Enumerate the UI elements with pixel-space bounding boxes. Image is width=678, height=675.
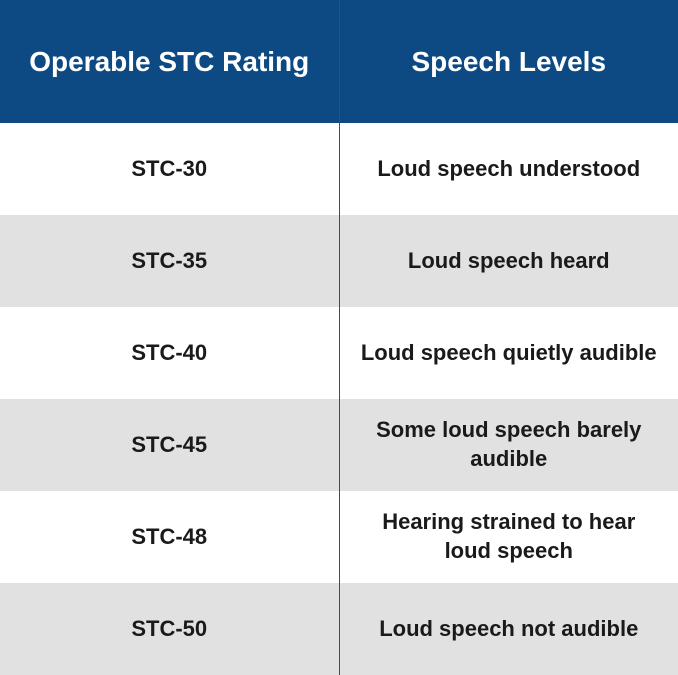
- cell-rating: STC-30: [0, 123, 340, 215]
- cell-rating: STC-48: [0, 491, 340, 583]
- header-rating: Operable STC Rating: [0, 0, 340, 123]
- header-level: Speech Levels: [340, 0, 678, 123]
- table-row: STC-48 Hearing strained to hear loud spe…: [0, 491, 678, 583]
- table-row: STC-35 Loud speech heard: [0, 215, 678, 307]
- table-row: STC-45 Some loud speech barely audible: [0, 399, 678, 491]
- table-header-row: Operable STC Rating Speech Levels: [0, 0, 678, 123]
- cell-level: Loud speech not audible: [340, 583, 678, 675]
- table-row: STC-40 Loud speech quietly audible: [0, 307, 678, 399]
- cell-level: Loud speech heard: [340, 215, 678, 307]
- cell-rating: STC-45: [0, 399, 340, 491]
- cell-level: Some loud speech barely audible: [340, 399, 678, 491]
- cell-rating: STC-35: [0, 215, 340, 307]
- stc-rating-table: Operable STC Rating Speech Levels STC-30…: [0, 0, 678, 675]
- table-row: STC-30 Loud speech understood: [0, 123, 678, 215]
- table-row: STC-50 Loud speech not audible: [0, 583, 678, 675]
- cell-rating: STC-50: [0, 583, 340, 675]
- cell-rating: STC-40: [0, 307, 340, 399]
- cell-level: Hearing strained to hear loud speech: [340, 491, 678, 583]
- cell-level: Loud speech quietly audible: [340, 307, 678, 399]
- cell-level: Loud speech understood: [340, 123, 678, 215]
